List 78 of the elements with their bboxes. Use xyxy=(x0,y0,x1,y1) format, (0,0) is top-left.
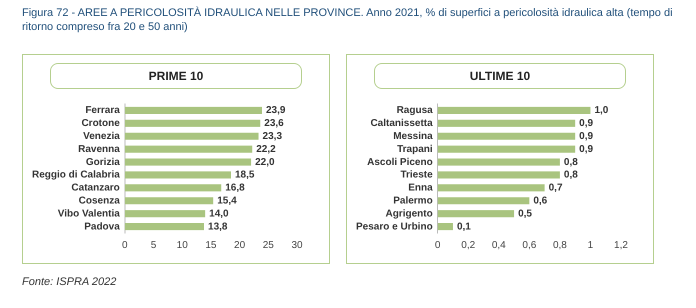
data-label: 14,0 xyxy=(209,208,230,220)
data-label: 23,3 xyxy=(262,131,282,142)
x-tick-label: 0,4 xyxy=(492,240,506,251)
y-tick-label: Padova xyxy=(84,221,120,232)
bar xyxy=(124,132,259,140)
data-label: 13,8 xyxy=(208,221,228,232)
text: Figura 72 - AREE A PERICOLOSITÀ IDRAULICA NELLE PROVINCE. Anno 2021, % di superfici a pericolosità idraulica alta (tempo di ritorno compreso fra 20 e 50 anni) xyxy=(22,6,674,34)
data-label: 0,5 xyxy=(518,208,532,220)
bar xyxy=(438,223,453,230)
data-label: 22,0 xyxy=(255,156,275,168)
x-tick-label: 25 xyxy=(262,240,274,251)
data-label: 23,9 xyxy=(266,105,286,116)
x-tick-label: 15 xyxy=(205,240,217,251)
bar xyxy=(438,132,576,140)
data-label: 15,4 xyxy=(217,196,238,206)
y-tick-label: Ragusa xyxy=(396,105,434,116)
y-tick-label: Vibo Valentia xyxy=(58,208,120,220)
bar xyxy=(438,106,590,114)
data-label: 0,6 xyxy=(533,196,548,206)
bar xyxy=(438,197,530,204)
y-tick-label: Palermo xyxy=(393,196,433,206)
bar xyxy=(124,146,252,153)
data-label: 23,6 xyxy=(264,118,284,130)
bar xyxy=(438,158,560,166)
bar xyxy=(438,120,576,127)
bar xyxy=(124,171,231,178)
bar xyxy=(124,120,260,127)
y-tick-label: Ferrara xyxy=(85,105,120,116)
bar xyxy=(124,197,214,204)
source-note: Fonte: ISPRA 2022 xyxy=(22,276,116,288)
data-label: 0,9 xyxy=(579,131,594,142)
y-tick-label: Trapani xyxy=(397,144,433,155)
data-label: 0,8 xyxy=(564,156,578,168)
y-tick-label: Enna xyxy=(408,182,434,194)
y-tick-label: Ravenna xyxy=(78,144,120,155)
y-tick-label: Ascoli Piceno xyxy=(367,156,433,168)
bar xyxy=(124,184,222,192)
chart-title: ULTIME 10 xyxy=(374,63,626,89)
bar xyxy=(438,184,545,192)
x-tick-label: 0 xyxy=(122,240,128,251)
x-tick-label: 0,2 xyxy=(461,240,476,251)
y-tick-label: Pesaro e Urbino xyxy=(356,221,433,232)
data-label: 18,5 xyxy=(234,170,255,181)
x-tick-label: 0,6 xyxy=(522,240,537,251)
y-tick-label: Gorizia xyxy=(86,156,120,168)
y-tick-label: Venezia xyxy=(83,131,120,142)
data-label: 0,7 xyxy=(548,182,563,194)
data-label: 0,9 xyxy=(579,144,594,155)
x-tick-label: 1,2 xyxy=(614,240,628,251)
chart-title: PRIME 10 xyxy=(50,63,302,89)
data-label: 0,8 xyxy=(564,170,578,181)
y-tick-label: Messina xyxy=(393,131,434,142)
x-tick-label: 20 xyxy=(234,240,246,251)
data-label: 0,9 xyxy=(579,118,594,130)
data-label: 0,1 xyxy=(456,221,472,232)
data-label: 22,2 xyxy=(256,144,276,155)
x-tick-label: 5 xyxy=(150,240,157,251)
bar xyxy=(438,210,514,218)
x-tick-label: 10 xyxy=(176,240,188,251)
y-tick-label: Crotone xyxy=(81,118,120,130)
y-tick-label: Agrigento xyxy=(385,208,433,220)
y-tick-label: Trieste xyxy=(400,170,434,181)
bar xyxy=(124,210,206,218)
bar xyxy=(438,171,560,178)
y-tick-label: Caltanissetta xyxy=(370,118,434,130)
y-tick-label: Catanzaro xyxy=(71,182,120,194)
x-tick-label: 0 xyxy=(434,240,441,251)
x-tick-label: 1 xyxy=(588,240,594,251)
data-label: 1,0 xyxy=(594,105,609,116)
bar xyxy=(124,223,204,230)
bar xyxy=(124,158,252,166)
bar xyxy=(124,106,262,114)
bar xyxy=(438,146,576,153)
y-tick-label: Reggio di Calabria xyxy=(32,170,120,181)
data-label: 16,8 xyxy=(225,182,246,194)
y-tick-label: Cosenza xyxy=(78,196,120,206)
x-tick-label: 30 xyxy=(291,240,303,251)
x-tick-label: 0,8 xyxy=(552,240,568,251)
